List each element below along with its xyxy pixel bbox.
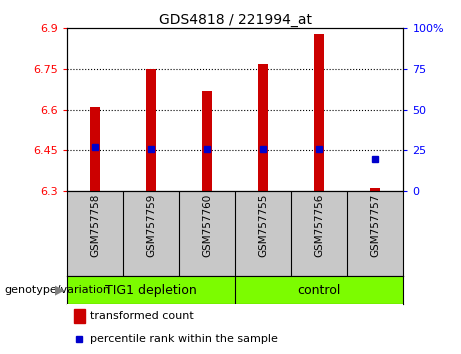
Text: GSM757760: GSM757760 (202, 194, 212, 257)
Bar (74, 309, 85, 323)
Text: ▶: ▶ (55, 284, 65, 297)
Text: GSM757759: GSM757759 (146, 194, 156, 257)
Bar (258, 64, 268, 191)
Text: GSM757758: GSM757758 (90, 194, 100, 257)
Title: GDS4818 / 221994_at: GDS4818 / 221994_at (159, 13, 312, 27)
Bar (235, 276, 403, 304)
Text: TIG1 depletion: TIG1 depletion (105, 284, 197, 297)
Bar (314, 34, 324, 191)
Text: GSM757757: GSM757757 (370, 194, 380, 257)
Text: genotype/variation: genotype/variation (5, 285, 111, 295)
Text: GSM757755: GSM757755 (258, 194, 268, 257)
Bar (67, 276, 235, 304)
Bar (90, 107, 100, 191)
Text: percentile rank within the sample: percentile rank within the sample (90, 334, 278, 344)
Text: GSM757756: GSM757756 (314, 194, 324, 257)
Text: transformed count: transformed count (90, 311, 194, 321)
Text: control: control (297, 284, 341, 297)
Bar (370, 188, 380, 191)
Bar (202, 91, 212, 191)
Bar (146, 69, 156, 191)
